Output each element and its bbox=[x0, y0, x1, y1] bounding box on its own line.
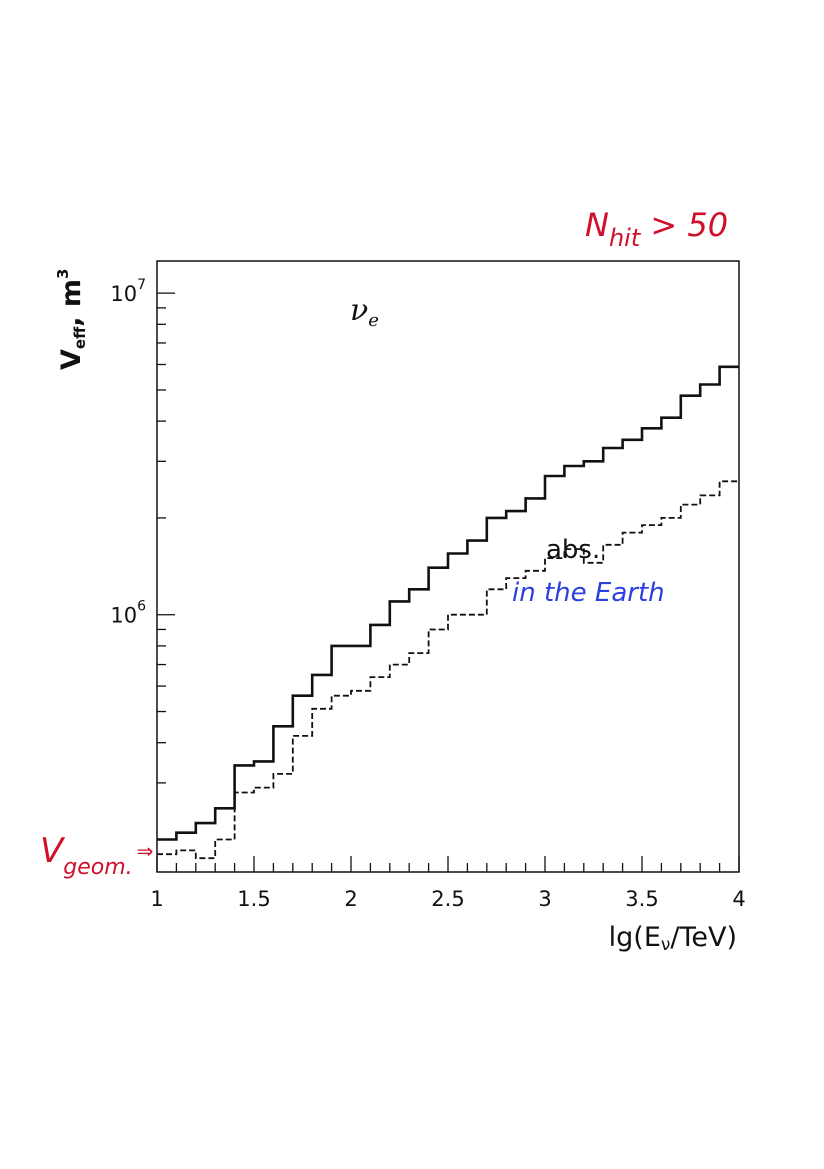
series-dashed-line bbox=[157, 480, 739, 860]
x-tick-labels: 1 1.5 2 2.5 3 3.5 4 bbox=[150, 887, 745, 911]
y-axis-title-main: V bbox=[56, 349, 87, 370]
y-tick-base: 10 bbox=[110, 282, 137, 306]
x-axis-title: lg(Eν/TeV) bbox=[609, 922, 737, 955]
x-axis-title-prefix: lg(E bbox=[609, 922, 661, 953]
x-tick-label: 3 bbox=[538, 887, 551, 911]
abs-annotation: abs. bbox=[546, 535, 600, 565]
nhit-annotation: Nhit > 50 bbox=[585, 206, 728, 252]
y-tick-label: 106 bbox=[110, 599, 146, 628]
series-layer bbox=[157, 365, 739, 860]
axis-ticks bbox=[156, 292, 740, 872]
x-tick-label: 1.5 bbox=[237, 887, 270, 911]
y-tick-exponent: 7 bbox=[137, 277, 146, 293]
y-tick-exponent: 6 bbox=[137, 599, 146, 615]
x-tick-label: 4 bbox=[732, 887, 745, 911]
y-axis-title-sub: eff bbox=[71, 326, 89, 349]
y-axis-title: Veff, m3 bbox=[54, 269, 89, 370]
nhit-sub: hit bbox=[609, 224, 642, 252]
neutrino-symbol: ν bbox=[350, 293, 368, 328]
x-tick-label: 3.5 bbox=[625, 887, 658, 911]
vgeom-main: V bbox=[40, 831, 66, 871]
vgeom-sub: geom. bbox=[63, 855, 132, 880]
x-tick-label: 1 bbox=[150, 887, 163, 911]
y-axis-title-unit-sup: 3 bbox=[54, 269, 72, 279]
vgeom-annotation: Vgeom.⇒ bbox=[40, 831, 153, 880]
x-axis-title-sub: ν bbox=[661, 935, 671, 955]
x-tick-label: 2.5 bbox=[431, 887, 464, 911]
x-axis-title-suffix: /TeV) bbox=[670, 922, 737, 953]
y-tick-label: 107 bbox=[110, 277, 146, 306]
neutrino-label: νe bbox=[350, 293, 379, 331]
y-tick-base: 10 bbox=[110, 604, 137, 628]
nhit-main: N bbox=[585, 206, 609, 244]
vgeom-arrow: ⇒ bbox=[137, 839, 154, 863]
earth-annotation: in the Earth bbox=[512, 578, 665, 608]
x-tick-label: 2 bbox=[344, 887, 357, 911]
y-axis-title-unit: , m bbox=[56, 279, 87, 327]
nhit-rest: > 50 bbox=[640, 206, 728, 244]
neutrino-flavor: e bbox=[368, 310, 379, 331]
series-solid-line bbox=[157, 365, 739, 841]
